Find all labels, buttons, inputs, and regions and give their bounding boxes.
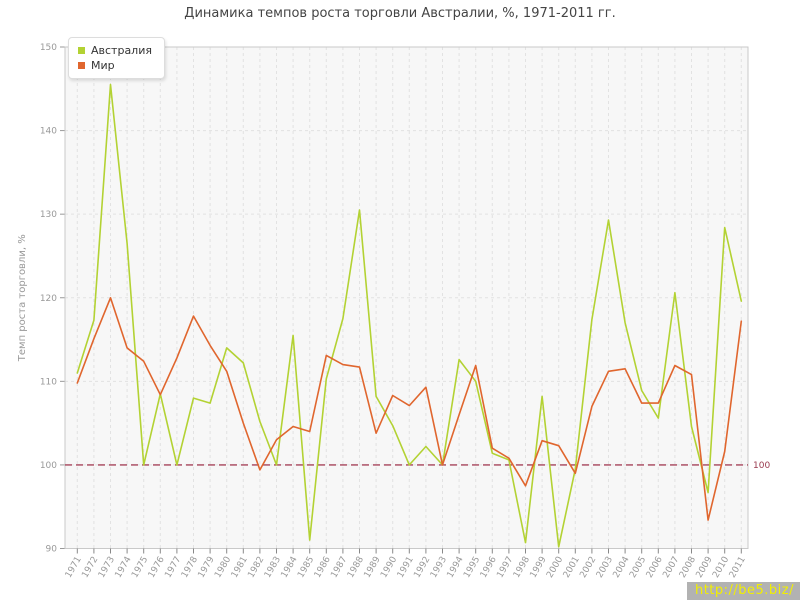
watermark-link[interactable]: http://be5.biz/	[686, 582, 800, 600]
y-tick-label: 120	[40, 294, 57, 304]
legend-item-world: Мир	[78, 58, 152, 73]
y-tick-label: 130	[40, 210, 57, 220]
y-tick-label: 90	[46, 545, 58, 555]
series-line-australia	[76, 83, 743, 548]
series-line-world	[76, 296, 743, 521]
y-tick-label: 100	[40, 461, 57, 471]
y-tick-label: 110	[40, 377, 57, 387]
y-tick-label: 150	[40, 43, 57, 53]
legend: Австралия Мир	[68, 37, 165, 79]
legend-label-australia: Австралия	[91, 44, 152, 57]
plot-border	[64, 46, 749, 549]
y-tick-label: 140	[40, 127, 57, 137]
y-axis-title: Темп роста торговли, %	[17, 234, 28, 362]
x-tick-label: 2011	[728, 555, 748, 580]
australia-series-swatch-icon	[78, 47, 85, 54]
legend-item-australia: Австралия	[78, 43, 152, 58]
chart-title: Динамика темпов роста торговли Австралии…	[184, 6, 616, 21]
world-series-swatch-icon	[78, 62, 85, 69]
reference-line-label: 100	[753, 461, 770, 471]
legend-label-world: Мир	[91, 59, 115, 72]
